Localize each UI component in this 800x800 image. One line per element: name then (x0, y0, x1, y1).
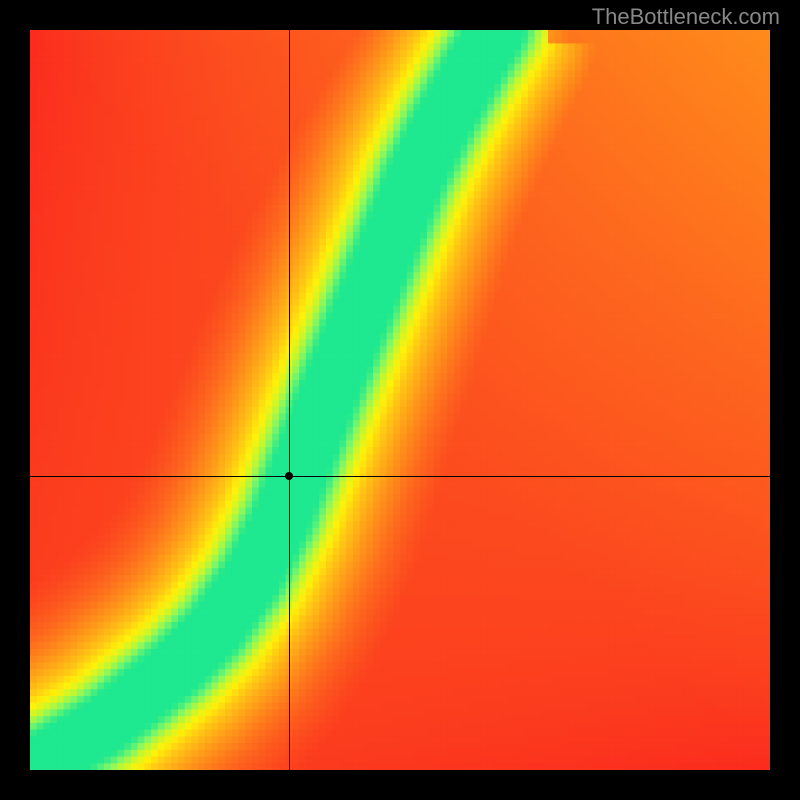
heatmap-canvas (30, 30, 770, 770)
crosshair-horizontal (30, 476, 770, 477)
watermark-text: TheBottleneck.com (592, 4, 780, 30)
crosshair-marker (285, 472, 293, 480)
heatmap-plot (30, 30, 770, 770)
crosshair-vertical (289, 30, 290, 770)
